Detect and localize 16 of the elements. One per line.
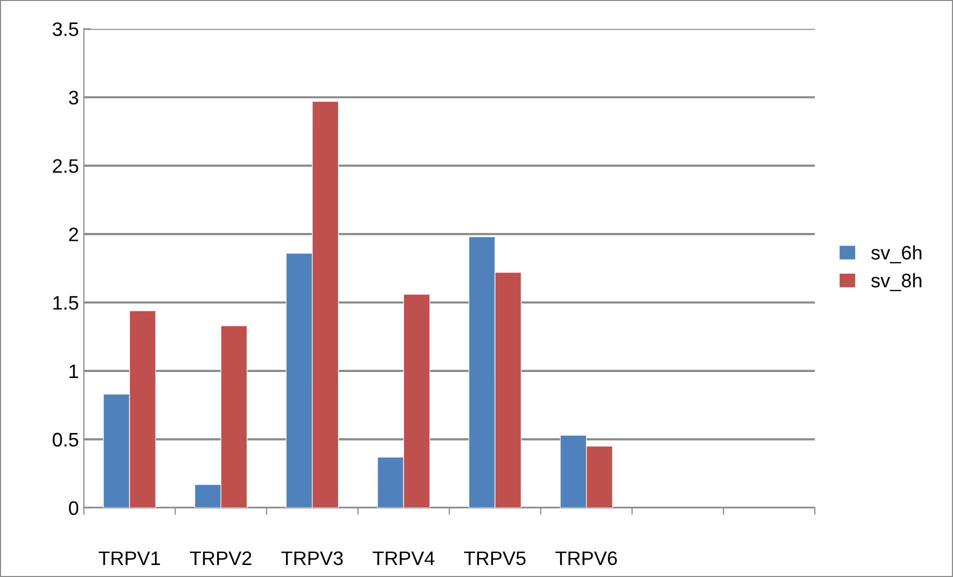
x-tick-label: TRPV4 [372, 552, 434, 565]
x-tick-label: TRPV6 [555, 551, 617, 566]
x-tick-label: TRPV2 [190, 551, 252, 565]
x-tick-label: TRPV3 [281, 551, 343, 566]
y-tick-label: 3.5 [52, 22, 78, 36]
y-tick-label: 1 [70, 364, 78, 378]
y-tick-label: 2.5 [52, 159, 78, 173]
y-tick-label: 0 [68, 501, 78, 515]
legend-label: sv_8h [871, 273, 922, 292]
x-tick-label: TRPV1 [98, 552, 160, 565]
y-tick-label: 2 [69, 228, 78, 242]
x-tick-label: TRPV5 [464, 552, 526, 566]
y-tick-label: 1.5 [53, 296, 78, 310]
legend-label: sv_6h [871, 245, 922, 264]
y-tick-label: 3 [68, 90, 78, 105]
y-tick-label: 0.5 [52, 432, 78, 447]
